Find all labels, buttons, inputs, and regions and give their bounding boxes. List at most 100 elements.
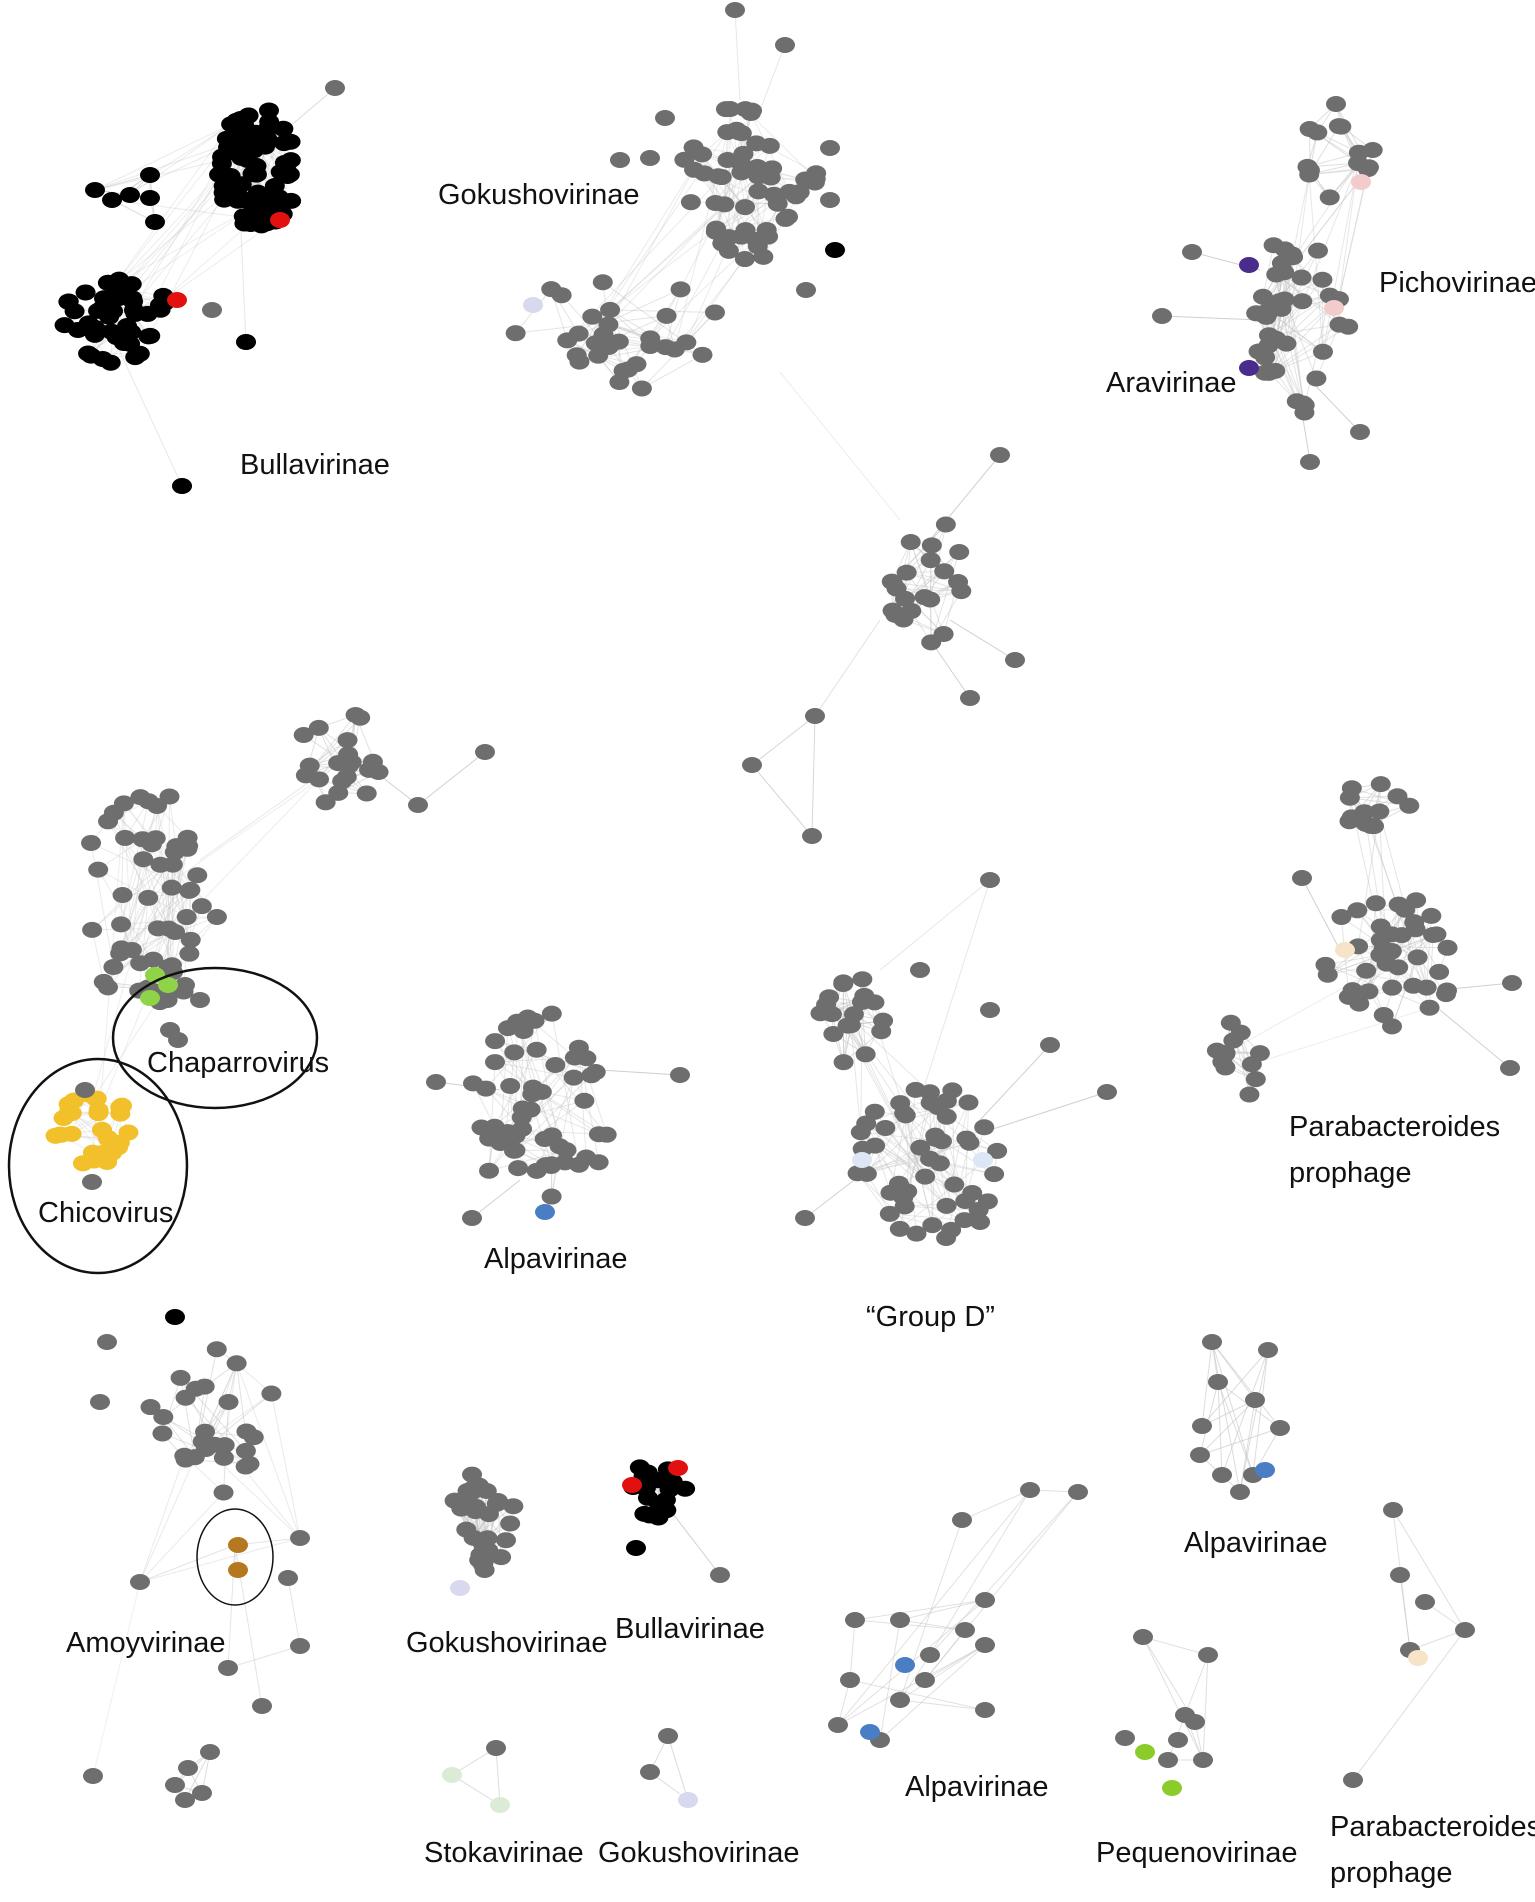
node <box>1020 1482 1040 1498</box>
node <box>655 110 675 126</box>
node <box>1291 269 1312 286</box>
node <box>990 447 1010 463</box>
node <box>1339 813 1360 830</box>
node <box>683 139 704 156</box>
node <box>640 1764 660 1780</box>
edge <box>121 890 190 949</box>
node <box>1317 966 1338 983</box>
node <box>889 1220 910 1237</box>
node <box>1348 144 1369 161</box>
node <box>1331 908 1352 925</box>
aravirinae-node <box>1239 360 1259 376</box>
edge <box>899 1599 986 1621</box>
node <box>934 563 955 580</box>
node <box>1258 327 1279 344</box>
node <box>149 297 170 314</box>
edge <box>270 1393 301 1539</box>
amoyvirinae-highlight-circle <box>196 1508 274 1606</box>
label-group-d: “Group D” <box>866 1301 995 1333</box>
edge <box>857 1142 970 1174</box>
node <box>295 767 316 784</box>
label-chaparrovirus: Chaparrovirus <box>147 1047 329 1079</box>
node <box>1258 1342 1278 1358</box>
chicovirus-node <box>110 1105 131 1122</box>
node <box>775 37 795 53</box>
edge <box>919 879 991 1101</box>
aravirinae-node <box>1239 257 1259 273</box>
edge <box>1338 169 1369 300</box>
edge <box>903 1196 965 1221</box>
node <box>655 339 676 356</box>
node <box>159 788 180 805</box>
node <box>138 889 159 906</box>
label-aravirinae: Aravirinae <box>1106 367 1237 399</box>
node <box>1230 1484 1250 1500</box>
node <box>1355 815 1376 832</box>
edge <box>726 131 769 237</box>
edge <box>1399 1574 1411 1651</box>
node <box>235 1458 256 1475</box>
edge <box>924 1491 1079 1681</box>
node <box>949 543 970 560</box>
node <box>886 580 907 597</box>
node <box>1403 977 1424 994</box>
label-parabacteroides-bottom-line1: Parabacteroides <box>1330 1811 1535 1843</box>
node <box>920 1647 940 1663</box>
edge <box>1309 379 1361 433</box>
node <box>175 1451 196 1468</box>
node <box>484 1118 505 1135</box>
gokushovirinae-black-node <box>825 242 845 258</box>
edge <box>929 639 971 699</box>
node <box>236 125 257 142</box>
edge <box>723 132 728 205</box>
node <box>704 304 725 321</box>
node <box>840 1672 860 1688</box>
node <box>195 1423 216 1440</box>
node <box>505 1142 526 1159</box>
node <box>145 830 166 847</box>
edge <box>1308 174 1324 352</box>
edge <box>1267 310 1324 353</box>
node <box>1299 120 1320 137</box>
node <box>191 898 212 915</box>
edge <box>139 1544 236 1583</box>
node <box>731 156 752 173</box>
node <box>1152 308 1172 324</box>
node <box>138 793 159 810</box>
node <box>1502 975 1522 991</box>
edge <box>1439 1009 1511 1069</box>
node <box>900 534 921 551</box>
node <box>1404 914 1425 931</box>
node <box>176 909 197 926</box>
node <box>1356 962 1377 979</box>
edge <box>849 1679 986 1711</box>
node <box>1220 1014 1241 1031</box>
node <box>125 349 146 366</box>
node <box>158 958 179 975</box>
edge <box>701 154 769 237</box>
edge <box>1201 1399 1256 1427</box>
edge <box>685 191 790 343</box>
node <box>882 602 903 619</box>
edge <box>941 1140 995 1175</box>
edge <box>1268 295 1331 336</box>
node <box>522 1086 543 1103</box>
edge <box>186 778 320 918</box>
edge <box>184 1751 211 1801</box>
label-amoyvirinae: Amoyvirinae <box>66 1627 226 1659</box>
node <box>1347 902 1368 919</box>
node <box>90 1394 110 1410</box>
pichovirinae-node <box>1351 174 1371 190</box>
node <box>626 1540 646 1556</box>
node <box>202 302 222 318</box>
chicovirus-circle <box>7 1057 189 1275</box>
chicovirus-node <box>108 1139 129 1156</box>
node <box>762 160 783 177</box>
node <box>190 992 210 1008</box>
node <box>233 208 254 225</box>
node <box>753 248 774 265</box>
edge <box>495 1747 501 1806</box>
node <box>925 1131 946 1148</box>
parabacteroides-node <box>1335 942 1355 958</box>
alpavirinae-node <box>1255 1462 1275 1478</box>
